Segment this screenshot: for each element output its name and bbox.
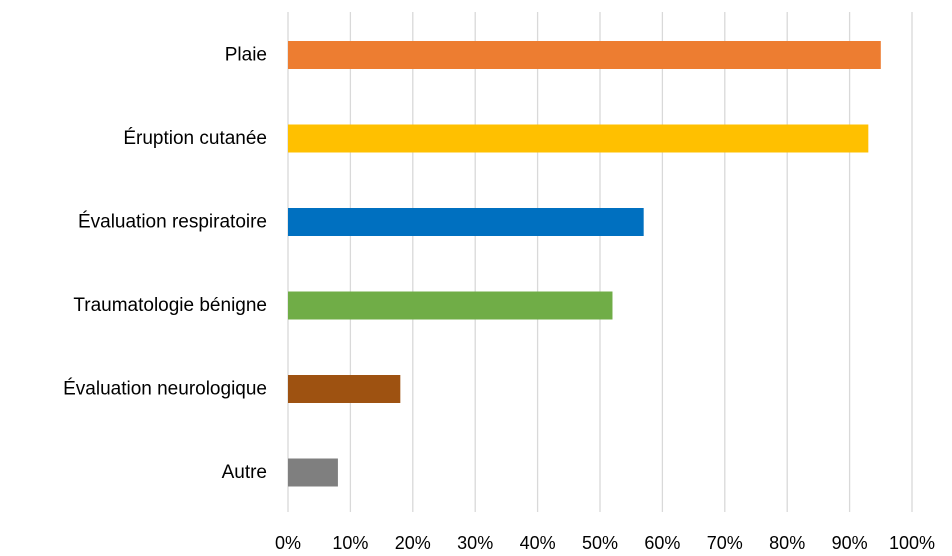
category-labels: Plaie Éruption cutanée Évaluation respirat… bbox=[63, 45, 267, 484]
x-tick-label: 70% bbox=[707, 533, 743, 553]
category-label: Évaluation neurologique bbox=[63, 379, 267, 400]
x-tick-label: 100% bbox=[889, 533, 935, 553]
x-axis-tick-labels: 0% 10% 20% 30% 40% 50% 60% 70% 80% 90% 100% bbox=[275, 533, 935, 553]
grid-lines bbox=[287, 12, 913, 512]
category-label: Plaie bbox=[225, 45, 267, 66]
category-label: Éruption cutanée bbox=[123, 128, 267, 149]
x-tick-label: 50% bbox=[582, 533, 618, 553]
x-tick-label: 40% bbox=[520, 533, 556, 553]
bar bbox=[288, 291, 613, 320]
category-label: Évaluation respiratoire bbox=[78, 212, 267, 233]
category-label: Autre bbox=[222, 462, 267, 483]
x-tick-label: 80% bbox=[769, 533, 805, 553]
category-label: Traumatologie bénigne bbox=[73, 295, 267, 316]
bar bbox=[288, 458, 338, 487]
x-tick-label: 90% bbox=[832, 533, 868, 553]
bars bbox=[288, 41, 881, 487]
x-tick-label: 60% bbox=[644, 533, 680, 553]
bar bbox=[288, 124, 869, 153]
x-tick-label: 30% bbox=[457, 533, 493, 553]
x-tick-label: 10% bbox=[332, 533, 368, 553]
x-tick-label: 20% bbox=[395, 533, 431, 553]
x-tick-label: 0% bbox=[275, 533, 301, 553]
bar bbox=[288, 375, 401, 403]
bar bbox=[288, 208, 644, 236]
bar bbox=[288, 41, 881, 69]
